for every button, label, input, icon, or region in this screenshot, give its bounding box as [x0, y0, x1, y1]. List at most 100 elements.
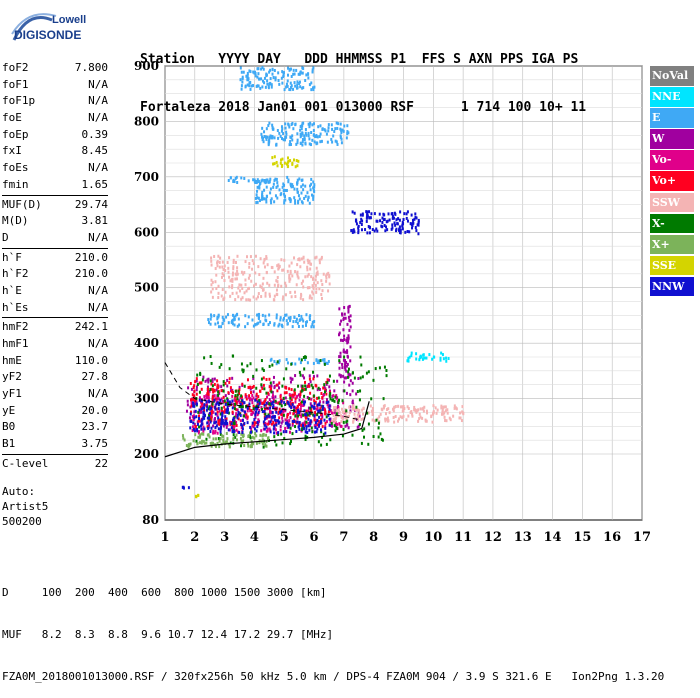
echo-point [212, 441, 215, 445]
echo-point [266, 82, 269, 86]
echo-point [200, 410, 203, 414]
echo-point [316, 396, 319, 400]
echo-point [229, 402, 232, 406]
echo-point [421, 407, 424, 411]
echo-point [324, 431, 327, 435]
echo-point [198, 408, 201, 412]
echo-point [340, 128, 343, 132]
echo-point [297, 199, 300, 203]
echo-point [251, 385, 254, 389]
echo-point [261, 402, 264, 406]
echo-point [232, 433, 235, 437]
echo-point [359, 220, 362, 224]
echo-point [405, 212, 408, 216]
echo-point [308, 259, 311, 263]
echo-point [325, 361, 328, 365]
echo-point [254, 431, 257, 435]
echo-point [381, 220, 384, 224]
echo-point [330, 123, 333, 127]
echo-point [219, 412, 222, 416]
echo-point [339, 322, 342, 326]
echo-point [206, 416, 209, 420]
echo-point [270, 390, 273, 394]
echo-point [336, 126, 339, 130]
echo-point [234, 260, 237, 264]
echo-point [270, 387, 273, 391]
param-row: B0 23.7 [2, 419, 108, 436]
echo-point [222, 438, 225, 442]
echo-point [325, 279, 328, 283]
echo-point [260, 385, 263, 389]
echo-point [346, 419, 349, 423]
echo-point [306, 396, 309, 400]
echo-point [359, 355, 362, 359]
echo-point [247, 276, 250, 280]
echo-point [320, 430, 323, 434]
echo-point [446, 411, 449, 415]
echo-point [324, 388, 327, 392]
echo-point [284, 385, 287, 389]
echo-point [273, 200, 276, 204]
echo-point [257, 404, 260, 408]
echo-point [281, 384, 284, 388]
echo-point [231, 430, 234, 434]
echo-point [345, 364, 348, 368]
echo-point [406, 219, 409, 223]
echo-point [395, 218, 398, 222]
echo-point [278, 82, 281, 86]
echo-point [387, 419, 390, 423]
echo-point [230, 422, 233, 426]
echo-point [225, 417, 228, 421]
echo-point [250, 412, 253, 416]
echo-point [256, 189, 259, 193]
echo-point [225, 431, 228, 435]
echo-point [317, 359, 320, 363]
echo-point [274, 395, 277, 399]
echo-point [333, 389, 336, 393]
echo-point [197, 431, 200, 435]
param-row: hmE 110.0 [2, 353, 108, 370]
param-key: C-level [2, 456, 49, 470]
echo-point [332, 417, 335, 421]
echo-point [327, 123, 330, 127]
echo-point [312, 195, 315, 199]
echo-point [325, 382, 328, 386]
param-row: foE N/A [2, 110, 108, 127]
echo-point [238, 385, 241, 389]
echo-point [264, 403, 267, 407]
echo-point [328, 423, 331, 427]
echo-point [272, 415, 275, 419]
echo-point [218, 365, 221, 369]
echo-point [326, 140, 329, 144]
echo-point [211, 395, 214, 399]
echo-point [326, 272, 329, 276]
echo-point [203, 356, 206, 360]
echo-point [289, 394, 292, 398]
echo-point [262, 323, 265, 327]
echo-point [290, 394, 293, 398]
echo-point [232, 267, 235, 271]
echo-point [255, 193, 258, 197]
echo-point [279, 398, 282, 402]
echo-point [249, 425, 252, 429]
echo-point [224, 422, 227, 426]
echo-point [308, 123, 311, 127]
y-tick-label: 400 [134, 336, 159, 350]
echo-point [313, 122, 316, 126]
echo-point [277, 263, 280, 267]
echo-point [257, 317, 260, 321]
echo-point [342, 328, 345, 332]
echo-point [261, 434, 264, 438]
echo-point [282, 316, 285, 320]
echo-point [284, 396, 287, 400]
echo-point [252, 404, 255, 408]
echo-point [383, 213, 386, 217]
echo-point [253, 417, 256, 421]
echo-point [371, 406, 374, 410]
echo-point [356, 407, 359, 411]
echo-point [315, 274, 318, 278]
echo-point [316, 271, 319, 275]
echo-point [265, 73, 268, 77]
x-tick-label: 8 [369, 530, 378, 545]
echo-point [229, 386, 232, 390]
